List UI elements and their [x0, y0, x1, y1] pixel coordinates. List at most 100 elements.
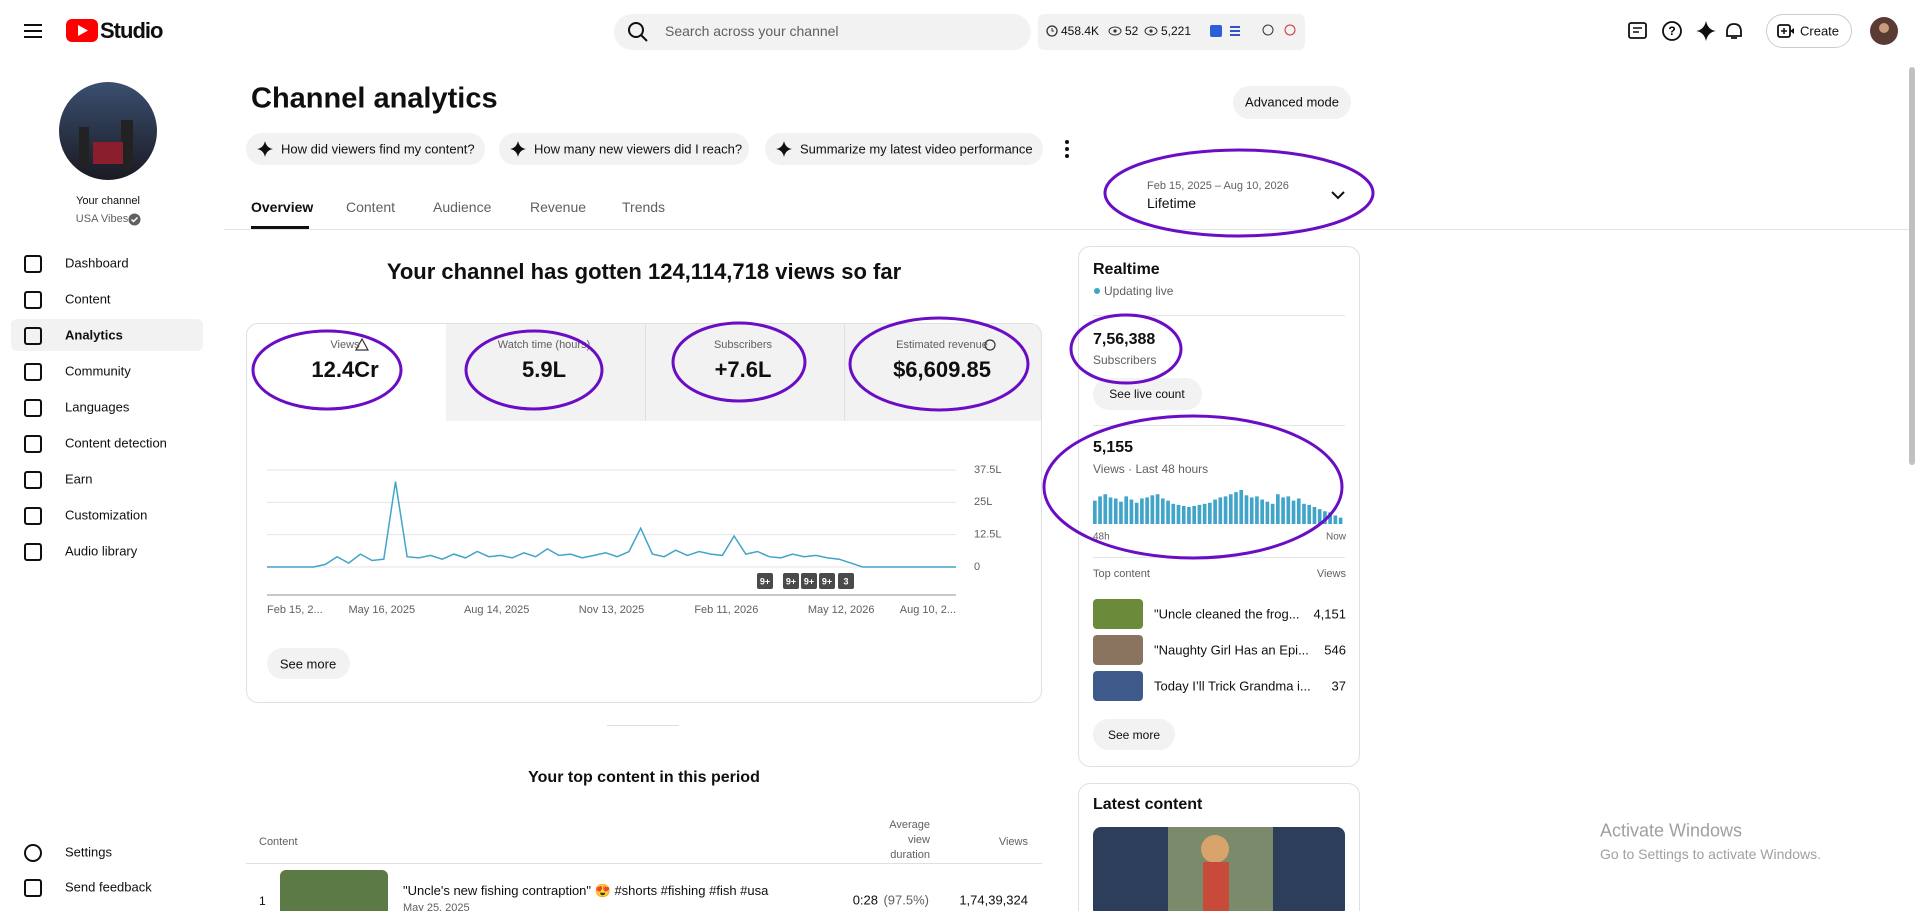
- metric-value[interactable]: +7.6L: [714, 357, 772, 382]
- metric-value[interactable]: 12.4Cr: [311, 357, 379, 382]
- prompt-text[interactable]: How many new viewers did I reach?: [534, 141, 743, 157]
- nav-item[interactable]: Community: [65, 363, 131, 379]
- prompt-text[interactable]: Summarize my latest video performance: [800, 141, 1033, 157]
- search-icon[interactable]: [627, 21, 649, 43]
- scrollbar-thumb[interactable]: [1909, 67, 1915, 465]
- bar-start-label: 48h: [1093, 531, 1110, 543]
- prompt-chip[interactable]: [499, 133, 749, 165]
- metric-label[interactable]: Estimated revenue: [896, 339, 988, 351]
- live-status: Updating live: [1104, 284, 1174, 298]
- channel-avatar[interactable]: [59, 82, 157, 180]
- realtime-views: 5,155: [1093, 439, 1134, 456]
- nav-icon[interactable]: [24, 507, 42, 525]
- top-content-label: Top content: [1093, 568, 1150, 580]
- eye-icon: [1108, 26, 1122, 36]
- watermark-text: Go to Settings to activate Windows.: [1600, 846, 1821, 862]
- row-thumbnail[interactable]: [1093, 635, 1143, 665]
- realtime-views-label: Views · Last 48 hours: [1093, 462, 1209, 476]
- create-button[interactable]: [1766, 14, 1852, 48]
- nav-icon[interactable]: [24, 471, 42, 489]
- header-icons[interactable]: ?: [1626, 19, 1756, 43]
- dropdown-icon[interactable]: [1330, 190, 1346, 200]
- tab[interactable]: Content: [346, 199, 396, 215]
- subscriber-count: 7,56,388: [1093, 331, 1156, 348]
- row-date: May 25, 2025: [403, 902, 470, 911]
- date-range[interactable]: Feb 15, 2025 – Aug 10, 2026: [1147, 180, 1289, 192]
- table-header: Views: [998, 836, 1028, 848]
- section-divider: [607, 725, 679, 726]
- row-thumbnail[interactable]: [280, 870, 388, 911]
- tab[interactable]: Revenue: [530, 199, 587, 215]
- create-label[interactable]: Create: [1800, 23, 1840, 39]
- extension-icons[interactable]: [1208, 23, 1298, 39]
- nav-icon[interactable]: [24, 435, 42, 453]
- stats-chip[interactable]: [1038, 14, 1305, 50]
- nav-icon[interactable]: [24, 291, 42, 309]
- row-title[interactable]: "Naughty Girl Has an Epi...: [1154, 642, 1309, 658]
- row-views: 4,151: [1313, 606, 1346, 622]
- nav-item[interactable]: Analytics: [65, 327, 123, 343]
- channel-name: USA Vibes: [75, 213, 129, 225]
- prompt-chip[interactable]: [765, 133, 1043, 165]
- nav-item[interactable]: Dashboard: [65, 255, 129, 271]
- advanced-mode-label[interactable]: Advanced mode: [1245, 94, 1339, 110]
- metric-label[interactable]: Subscribers: [713, 339, 773, 351]
- row-thumbnail[interactable]: [1093, 671, 1143, 701]
- search-placeholder[interactable]: Search across your channel: [665, 23, 839, 39]
- nav-item[interactable]: Languages: [65, 399, 130, 415]
- verified-badge: [128, 213, 141, 226]
- tab[interactable]: Trends: [622, 199, 666, 215]
- advanced-mode-button[interactable]: [1233, 86, 1351, 119]
- tab[interactable]: Overview: [251, 199, 314, 215]
- nav-icon[interactable]: [24, 255, 42, 273]
- prompt-chip[interactable]: [246, 133, 485, 165]
- nav-footer-item[interactable]: Send feedback: [65, 879, 152, 895]
- section-title: Your top content in this period: [528, 769, 760, 786]
- menu-icon[interactable]: [22, 20, 44, 42]
- row-duration: 0:28: [852, 892, 878, 908]
- metric-label[interactable]: Watch time (hours): [497, 339, 591, 351]
- metric-value[interactable]: $6,609.85: [893, 357, 991, 382]
- see-more-label[interactable]: See more: [1107, 728, 1161, 742]
- logo-icon[interactable]: [66, 19, 98, 43]
- stat-value: 5,221: [1161, 24, 1192, 38]
- nav-icon[interactable]: [24, 363, 42, 381]
- nav-icon[interactable]: [24, 543, 42, 561]
- live-count-label[interactable]: See live count: [1109, 387, 1185, 401]
- metric-label[interactable]: Views: [330, 339, 360, 351]
- create-icon[interactable]: [1777, 23, 1795, 39]
- see-more-button[interactable]: [267, 648, 350, 679]
- table-divider: [246, 863, 1042, 864]
- nav-icon[interactable]: [24, 399, 42, 417]
- nav-icon[interactable]: [24, 327, 42, 345]
- period[interactable]: Lifetime: [1147, 195, 1197, 211]
- divider: [1093, 315, 1345, 316]
- nav-icon[interactable]: [24, 879, 42, 897]
- row-title[interactable]: "Uncle cleaned the frog...: [1154, 606, 1300, 622]
- see-more-label[interactable]: See more: [279, 656, 337, 672]
- nav-icon[interactable]: [24, 844, 42, 862]
- nav-item[interactable]: Content: [65, 291, 111, 307]
- metric-divider: [844, 324, 845, 421]
- row-percent: (97.5%): [883, 892, 929, 908]
- see-more-button[interactable]: [1093, 719, 1175, 750]
- page-title: Channel analytics: [251, 82, 498, 115]
- metric-value[interactable]: 5.9L: [521, 357, 567, 382]
- more-icon[interactable]: [1062, 138, 1072, 160]
- nav-item[interactable]: Customization: [65, 507, 148, 523]
- row-title[interactable]: Today I’ll Trick Grandma i...: [1154, 678, 1311, 694]
- nav-item[interactable]: Audio library: [65, 543, 138, 559]
- nav-footer-item[interactable]: Settings: [65, 844, 112, 860]
- nav-item[interactable]: Content detection: [65, 435, 167, 451]
- latest-thumbnail[interactable]: [1093, 827, 1345, 911]
- row-thumbnail[interactable]: [1093, 599, 1143, 629]
- search-box[interactable]: [614, 14, 1031, 50]
- prompt-text[interactable]: How did viewers find my content?: [281, 141, 475, 157]
- tab[interactable]: Audience: [433, 199, 492, 215]
- logo-text[interactable]: Studio: [100, 18, 163, 43]
- row-title[interactable]: "Uncle's new fishing contraption" 😍 #sho…: [403, 883, 769, 898]
- latest-title: Latest content: [1093, 796, 1203, 813]
- account-avatar[interactable]: [1870, 17, 1898, 45]
- nav-item[interactable]: Earn: [65, 471, 93, 487]
